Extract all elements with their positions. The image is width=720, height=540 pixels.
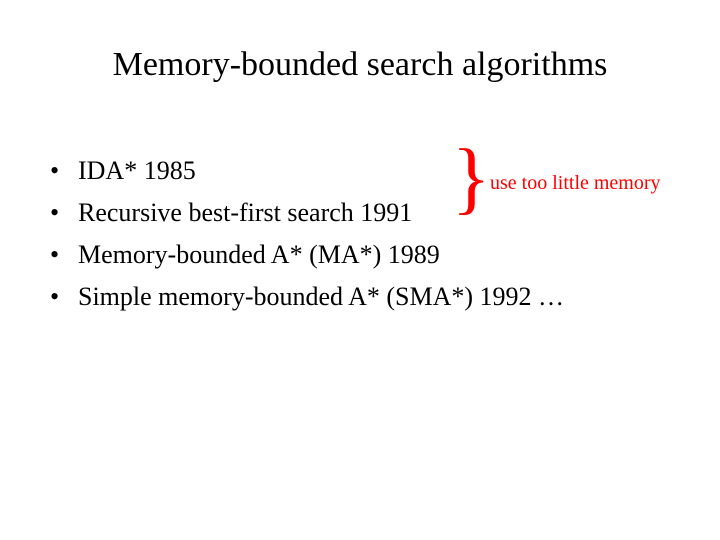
bullet-icon: • (50, 192, 78, 234)
bullet-icon: • (50, 276, 78, 318)
list-item-text: IDA* 1985 (78, 150, 196, 192)
bullet-icon: • (50, 234, 78, 276)
list-item: • Memory-bounded A* (MA*) 1989 (50, 234, 690, 276)
list-item-text: Memory-bounded A* (MA*) 1989 (78, 234, 440, 276)
list-item: • Recursive best-first search 1991 (50, 192, 690, 234)
bullet-icon: • (50, 150, 78, 192)
annotation-text: use too little memory (490, 172, 661, 195)
list-item-text: Simple memory-bounded A* (SMA*) 1992 … (78, 276, 564, 318)
brace-icon: } (452, 138, 490, 218)
list-item-text: Recursive best-first search 1991 (78, 192, 412, 234)
slide-title: Memory-bounded search algorithms (0, 46, 720, 84)
slide: Memory-bounded search algorithms • IDA* … (0, 0, 720, 540)
list-item: • Simple memory-bounded A* (SMA*) 1992 … (50, 276, 690, 318)
